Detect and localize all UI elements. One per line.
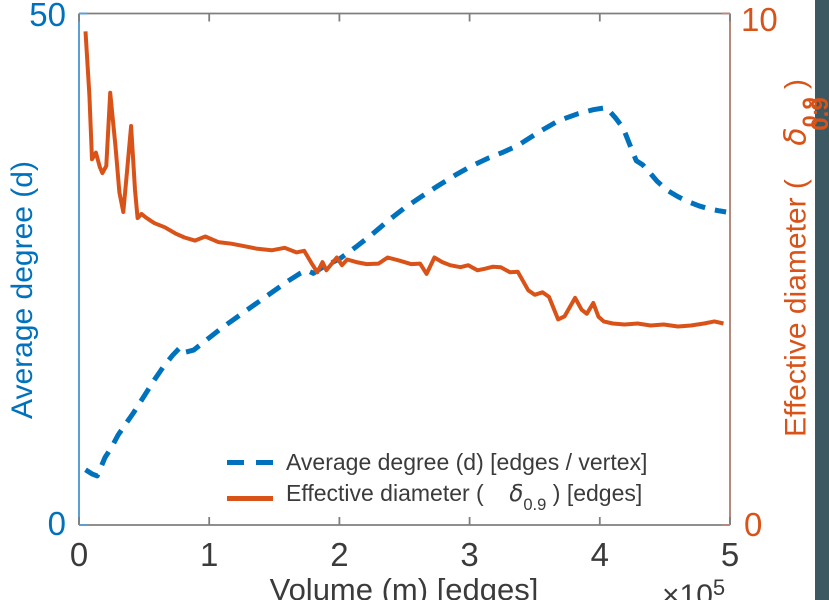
left-y-tick-label-max: 50 [29,0,66,33]
left-y-axis-label: Average degree (d) [6,161,39,419]
right-edge-strip [815,0,829,600]
legend-label-average-degree: Average degree (d) [edges / vertex] [286,448,648,475]
legend-label-effective-diameter: Effective diameter ( δ0.9 ) [edges] [286,482,642,514]
x-tick-label: 3 [460,536,479,573]
x-tick-label: 0 [69,536,89,573]
legend-label-prefix: Effective diameter ( [286,480,510,507]
right-y-axis-label: Effective diameter ( δ0.9 ) [778,79,822,437]
right-y-label-suffix: ) [779,79,813,98]
legend-delta-subscript: 0.9 [523,495,547,515]
exponent-base: ×10 [662,579,713,600]
legend-label-suffix: ) [edges] [546,480,643,507]
legend-item-average-degree: Average degree (d) [edges / vertex] [227,444,647,480]
series-average-degree [84,105,727,479]
x-tick-label: 4 [590,536,609,573]
x-tick-label: 5 [720,536,740,573]
series-effective-diameter [83,31,724,329]
legend-delta-symbol: δ [509,481,524,508]
legend: Average degree (d) [edges / vertex] Effe… [227,444,647,516]
right-y-label-prefix: Effective diameter ( [779,145,813,437]
x-axis-label: Volume (m) [edges] [269,572,539,600]
x-axis-exponent: ×105 [662,577,725,600]
legend-solid-line-sample [227,495,273,501]
exponent-power: 5 [712,575,726,600]
right-y-tick-label-max: 10 [741,1,778,38]
legend-dashed-line-sample [227,459,273,465]
x-tick-label: 1 [200,536,219,573]
delta-subscript-overlay: 0.9 [807,97,829,131]
legend-item-effective-diameter: Effective diameter ( δ0.9 ) [edges] [227,480,647,516]
x-tick-label: 2 [330,536,349,573]
right-y-tick-label-min: 0 [744,506,763,543]
left-y-tick-label-min: 0 [47,505,66,542]
